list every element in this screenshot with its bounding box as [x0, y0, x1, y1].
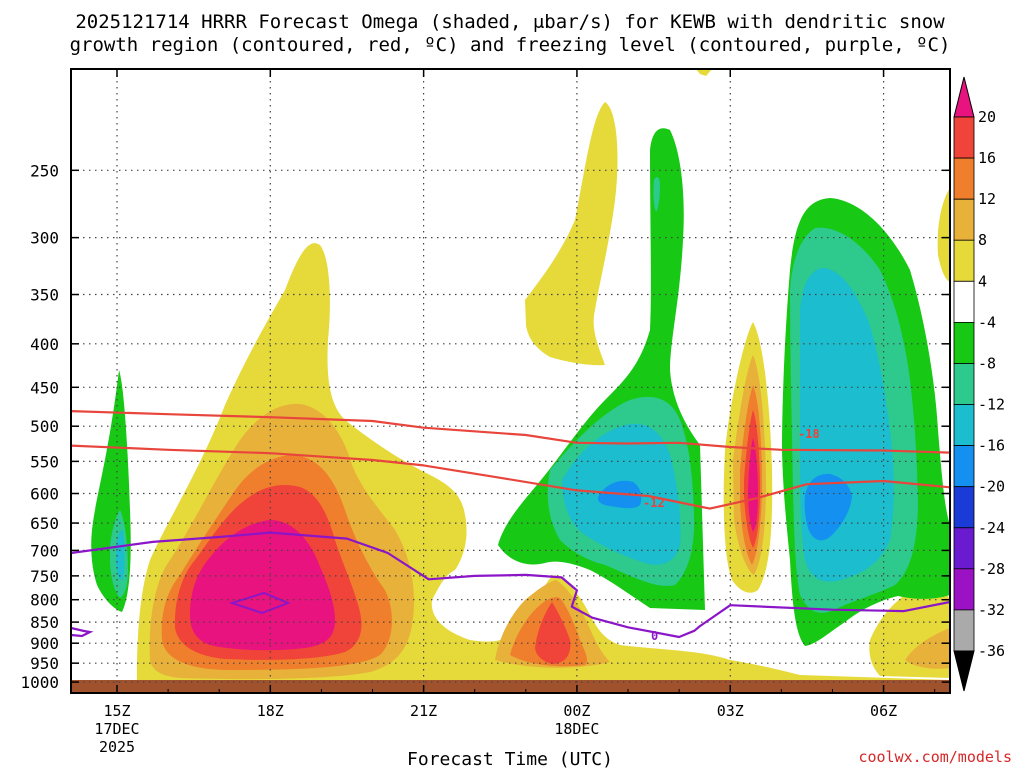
colorbar-swatch--28	[953, 568, 975, 611]
contour-line-0	[71, 531, 950, 639]
x-tick-label-00Z: 00Z	[563, 702, 590, 720]
colorbar-swatch--12	[953, 404, 975, 446]
omega-region-blue-right	[804, 473, 852, 541]
colorbar-swatch-12	[953, 198, 975, 241]
colorbar-swatch--16	[953, 445, 975, 488]
colorbar-label--12: -12	[978, 396, 1005, 414]
colorbar-label--24: -24	[978, 519, 1005, 537]
x-tick-label-18Z: 18Z	[257, 702, 284, 720]
colorbar-swatch--24	[953, 527, 975, 570]
omega-region-gold-right	[905, 628, 950, 669]
colorbar-top-triangle	[953, 76, 975, 118]
omega-region-yellow-upper	[525, 102, 618, 366]
y-tick-label-550: 550	[30, 452, 59, 471]
colorbar-swatch--20	[953, 486, 975, 529]
contour-label-zero: 0	[651, 629, 658, 643]
colorbar-label-4: 4	[978, 272, 987, 290]
contour-line--12	[71, 444, 950, 510]
colorbar-label--20: -20	[978, 478, 1005, 496]
contour-label-minus18: -18	[798, 427, 820, 441]
colorbar-bottom-triangle	[953, 650, 975, 692]
y-tick-label-800: 800	[30, 591, 59, 610]
y-tick-label-950: 950	[30, 654, 59, 673]
x-tick-sublabel-2025: 2025	[99, 738, 135, 756]
colorbar-label--32: -32	[978, 601, 1005, 619]
colorbar-label--36: -36	[978, 642, 1005, 660]
y-tick-label-1000: 1000	[20, 673, 59, 692]
omega-region-seafoam-thread	[653, 177, 660, 212]
chart-title-line1: 2025121714 HRRR Forecast Omega (shaded, …	[75, 11, 945, 33]
colorbar-label-12: 12	[978, 190, 996, 208]
x-tick-sublabel-17DEC: 17DEC	[94, 720, 139, 738]
freezing-level-hook	[71, 626, 94, 638]
colorbar-label--8: -8	[978, 355, 996, 373]
y-tick-label-750: 750	[30, 567, 59, 586]
colorbar-swatch--32	[953, 609, 975, 652]
y-tick-label-450: 450	[30, 378, 59, 397]
y-tick-label-250: 250	[30, 161, 59, 180]
omega-region-red-2	[535, 602, 571, 664]
colorbar-swatch-4	[953, 280, 975, 323]
gridlines	[71, 69, 950, 693]
x-tick-label-06Z: 06Z	[870, 702, 897, 720]
omega-region-cyan-left	[116, 529, 125, 581]
y-tick-label-500: 500	[30, 417, 59, 436]
ground-terrain	[71, 680, 950, 693]
colorbar-label--4: -4	[978, 313, 996, 331]
y-tick-label-350: 350	[30, 286, 59, 305]
chart-title-line2: growth region (contoured, red, ºC) and f…	[70, 34, 951, 56]
y-tick-label-400: 400	[30, 335, 59, 354]
colorbar-label-20: 20	[978, 108, 996, 126]
colorbar-swatch-8	[953, 239, 975, 282]
y-tick-label-900: 900	[30, 634, 59, 653]
colorbar-swatch-16	[953, 157, 975, 200]
y-tick-label-600: 600	[30, 485, 59, 504]
contour-lines	[71, 410, 950, 639]
y-tick-label-850: 850	[30, 613, 59, 632]
x-tick-label-03Z: 03Z	[717, 702, 744, 720]
omega-region-magenta-main	[190, 520, 335, 651]
x-axis-label: Forecast Time (UTC)	[407, 749, 613, 768]
colorbar-label-16: 16	[978, 149, 996, 167]
colorbar-label--28: -28	[978, 560, 1005, 578]
y-tick-label-650: 650	[30, 514, 59, 533]
omega-shading	[71, 69, 950, 693]
y-tick-label-700: 700	[30, 541, 59, 560]
x-tick-label-15Z: 15Z	[103, 702, 130, 720]
omega-region-yellow-top-right	[937, 188, 950, 282]
contour-line--18	[71, 410, 950, 454]
colorbar-swatch--4	[953, 321, 975, 364]
colorbar-swatch-20	[953, 116, 975, 159]
colorbar-label--16: -16	[978, 437, 1005, 455]
colorbar: 20 16 12 8 4 -4 -8 -12 -16 -20 -24 -28 -32 -36	[953, 76, 1005, 692]
x-tick-sublabel-18DEC: 18DEC	[554, 720, 599, 738]
omega-region-yellow-top-sliver	[696, 69, 712, 76]
contour-labels: -18 -12 0	[643, 427, 820, 643]
x-tick-label-21Z: 21Z	[410, 702, 437, 720]
plot-frame	[70, 68, 951, 694]
credit-text[interactable]: coolwx.com/models	[858, 748, 1012, 766]
colorbar-label-8: 8	[978, 231, 987, 249]
colorbar-swatch--8	[953, 363, 975, 405]
omega-diamond-contour	[228, 591, 291, 615]
y-tick-label-300: 300	[30, 229, 59, 248]
y-axis: 250 300 350 400 450 500 550 600 650 700 750 800 850 9…	[20, 161, 950, 692]
contour-label-minus12: -12	[643, 496, 665, 510]
